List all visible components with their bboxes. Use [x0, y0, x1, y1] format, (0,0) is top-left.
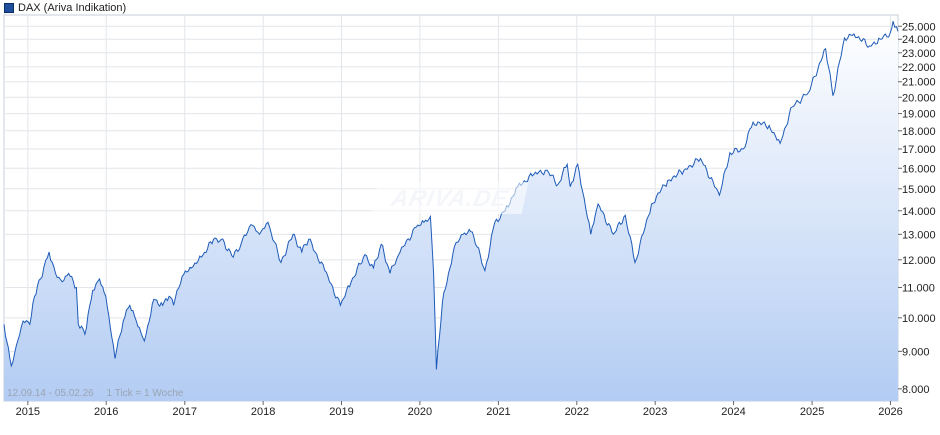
y-tick-label: 22.000 — [902, 62, 936, 74]
price-line — [3, 21, 899, 370]
x-tick-label: 2015 — [16, 406, 40, 418]
y-tick-label: 12.000 — [902, 255, 936, 267]
y-tick-label: 24.000 — [902, 34, 936, 46]
y-tick-label: 15.000 — [902, 184, 936, 196]
y-tick-label: 9.000 — [902, 346, 930, 358]
x-tick-label: 2016 — [94, 406, 118, 418]
y-tick-label: 20.000 — [902, 92, 936, 104]
y-tick-label: 23.000 — [902, 48, 936, 60]
y-tick-label: 8.000 — [902, 384, 930, 396]
y-tick-label: 25.000 — [902, 21, 936, 33]
y-tick-label: 14.000 — [902, 206, 936, 218]
y-tick-label: 18.000 — [902, 126, 936, 138]
x-tick-label: 2025 — [800, 406, 824, 418]
price-area — [4, 21, 898, 401]
legend-label: DAX (Ariva Indikation) — [18, 2, 127, 14]
x-tick-label: 2023 — [643, 406, 667, 418]
watermark: ARIVA.DE — [371, 182, 529, 214]
y-tick-label: 21.000 — [902, 77, 936, 89]
x-tick-label: 2020 — [408, 406, 432, 418]
x-tick-label: 2026 — [878, 406, 902, 418]
legend: DAX (Ariva Indikation) — [4, 1, 126, 15]
tick-info: 1 Tick = 1 Woche — [106, 388, 184, 399]
range-info: 12.09.14 - 05.02.26 1 Tick = 1 Woche — [7, 388, 193, 399]
x-tick-label: 2017 — [173, 406, 197, 418]
x-tick-label: 2022 — [565, 406, 589, 418]
y-tick-label: 13.000 — [902, 229, 936, 241]
y-tick-label: 17.000 — [902, 144, 936, 156]
date-range: 12.09.14 - 05.02.26 — [7, 388, 94, 399]
y-tick-label: 10.000 — [902, 313, 936, 325]
x-tick-label: 2018 — [251, 406, 275, 418]
legend-swatch-icon — [4, 3, 14, 13]
x-axis: 2015 2016 2017 2018 2019 2020 2021 2022 2023 2024… — [16, 401, 903, 418]
y-tick-label: 19.000 — [902, 109, 936, 121]
y-tick-label: 11.000 — [902, 283, 935, 295]
y-axis: 8.000 9.000 10.000 11.000 12.000 13.000 14.000… — [898, 21, 936, 396]
y-tick-label: 16.000 — [902, 163, 936, 175]
x-tick-label: 2019 — [329, 406, 353, 418]
x-tick-label: 2024 — [721, 406, 745, 418]
x-tick-label: 2021 — [486, 406, 510, 418]
